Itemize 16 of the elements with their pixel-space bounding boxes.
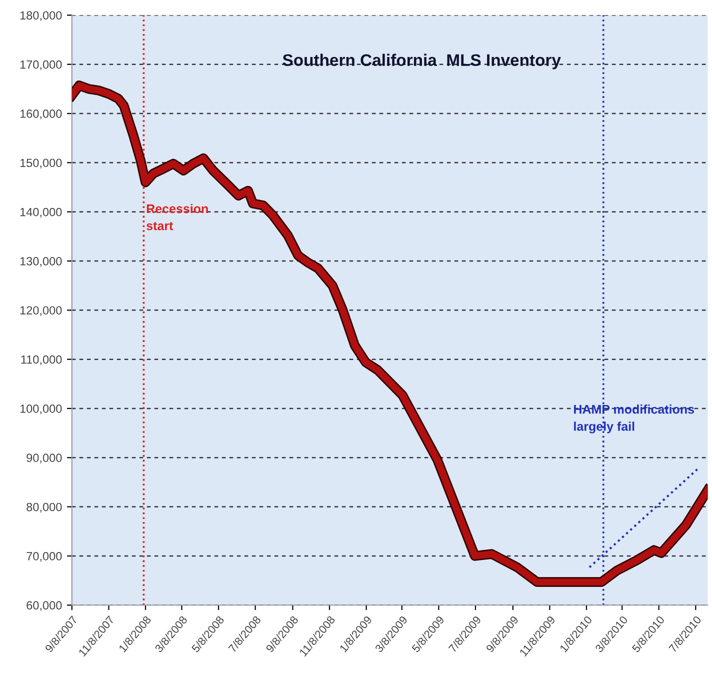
y-tick-label: 110,000 [21, 355, 62, 366]
y-tick-label: 60,000 [26, 601, 62, 611]
y-tick-label: 150,000 [20, 158, 62, 168]
y-tick-label: 120,000 [20, 306, 62, 316]
text: Southern California MLS Inventory [282, 54, 561, 70]
y-tick-label: 130,000 [20, 257, 62, 267]
y-tick-label: 140,000 [20, 208, 62, 218]
ref-line-label: Recession start [146, 204, 208, 230]
y-tick-label: 70,000 [26, 552, 62, 562]
y-tick-label: 170,000 [20, 60, 62, 70]
y-tick-label: 180,000 [20, 11, 62, 21]
y-tick-label: 80,000 [26, 502, 62, 513]
y-tick-label: 90,000 [26, 454, 62, 464]
y-tick-label: 160,000 [20, 110, 62, 120]
y-tick-label: 100,000 [20, 404, 62, 414]
ref-line-label: HAMP modifications largely fail [574, 404, 694, 434]
